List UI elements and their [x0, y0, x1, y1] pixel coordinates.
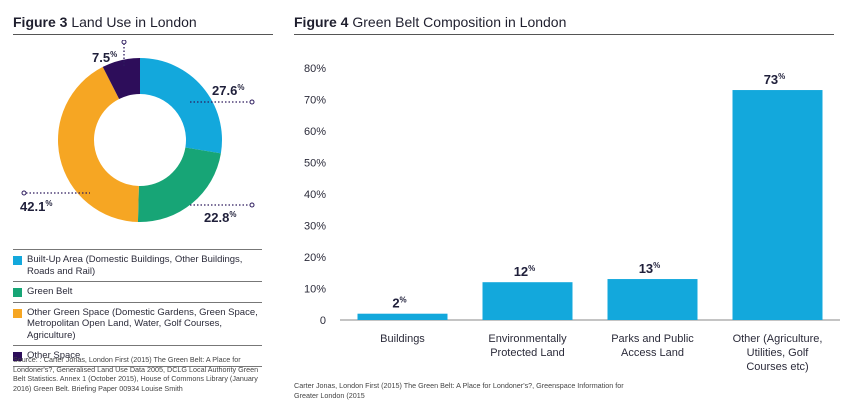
donut-label-2: 42.1% [20, 199, 52, 214]
leader-dot-0 [249, 99, 255, 105]
bar-value-label-2: 13% [639, 261, 661, 276]
donut-slice-0 [140, 58, 222, 154]
y-tick-label-1: 10% [304, 284, 326, 296]
legend-swatch-1 [13, 288, 22, 297]
y-tick-label-2: 20% [304, 252, 326, 264]
legend-item-0: Built-Up Area (Domestic Buildings, Other… [13, 249, 262, 281]
y-tick-label-8: 80% [304, 63, 326, 75]
legend-swatch-2 [13, 308, 22, 318]
legend-item-1: Green Belt [13, 281, 262, 302]
figure4-title: Figure 4 Green Belt Composition in Londo… [294, 14, 566, 30]
x-tick-label-0: Buildings [380, 333, 425, 345]
bar-3 [732, 90, 823, 320]
donut-label-0: 27.6% [212, 83, 244, 98]
y-tick-label-7: 70% [304, 95, 326, 107]
figure3-title-rule [13, 34, 273, 35]
donut-label-1: 22.8% [204, 210, 236, 225]
leader-dot-3 [121, 40, 127, 45]
donut-slice-3 [102, 58, 140, 100]
bar-2 [607, 279, 698, 320]
x-tick-label-1: Environmentally Protected Land [488, 333, 567, 359]
y-tick-label-4: 40% [304, 189, 326, 201]
figure3-title: Figure 3 Land Use in London [13, 14, 197, 30]
bar-value-label-0: 2% [392, 296, 406, 311]
y-tick-label-0: 0 [320, 315, 326, 327]
x-tick-label-2: Parks and Public Access Land [611, 333, 694, 359]
y-tick-label-6: 60% [304, 126, 326, 138]
figure4-title-text: Green Belt Composition in London [352, 14, 567, 30]
donut-slice-1 [137, 147, 221, 223]
y-tick-label-5: 50% [304, 158, 326, 170]
figure4-label: Figure 4 [294, 14, 349, 30]
bar-value-label-3: 73% [764, 72, 786, 87]
legend-label-2: Other Green Space (Domestic Gardens, Gre… [27, 306, 258, 341]
y-tick-label-3: 30% [304, 221, 326, 233]
leader-dot-1 [249, 202, 255, 208]
legend-label-1: Green Belt [27, 286, 73, 297]
bar-1 [482, 282, 573, 320]
legend-label-0: Built-Up Area (Domestic Buildings, Other… [27, 254, 243, 277]
legend-item-2: Other Green Space (Domestic Gardens, Gre… [13, 301, 262, 346]
legend-item-3: Other Space [13, 345, 262, 367]
x-tick-label-3: Other (Agriculture, Utilities, Golf Course… [733, 333, 823, 373]
bar-0 [357, 313, 448, 320]
figure3-label: Figure 3 [13, 14, 68, 30]
figure3-title-text: Land Use in London [71, 14, 197, 30]
bar-value-label-1: 12% [514, 264, 536, 279]
legend-swatch-3 [13, 352, 22, 361]
figure4-source: Carter Jonas, London First (2015) The Gr… [294, 381, 624, 400]
donut-chart: 27.6%22.8%42.1%7.5% [20, 40, 255, 225]
legend-label-3: Other Space [27, 350, 81, 361]
donut-legend: Built-Up Area (Domestic Buildings, Other… [13, 249, 262, 367]
figure3-source: Source: : Carter Jonas, London First (20… [13, 355, 259, 393]
bar-chart: 0 10% 20% 30% 40% 50% 60% 70% 80% 2% Buildings 12% E… [304, 63, 840, 373]
donut-slice-2 [58, 66, 139, 222]
legend-swatch-0 [13, 256, 22, 265]
figure4-title-rule [294, 34, 834, 35]
leader-dot-2 [21, 190, 27, 196]
